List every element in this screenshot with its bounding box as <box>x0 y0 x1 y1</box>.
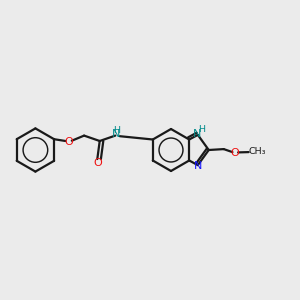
Text: N: N <box>193 129 201 139</box>
Text: N: N <box>194 161 202 171</box>
Text: O: O <box>230 148 239 158</box>
Text: CH₃: CH₃ <box>249 147 266 156</box>
Text: H: H <box>113 126 120 135</box>
Text: N: N <box>111 129 120 140</box>
Text: O: O <box>94 158 102 168</box>
Text: H: H <box>199 125 206 134</box>
Text: O: O <box>64 136 73 147</box>
